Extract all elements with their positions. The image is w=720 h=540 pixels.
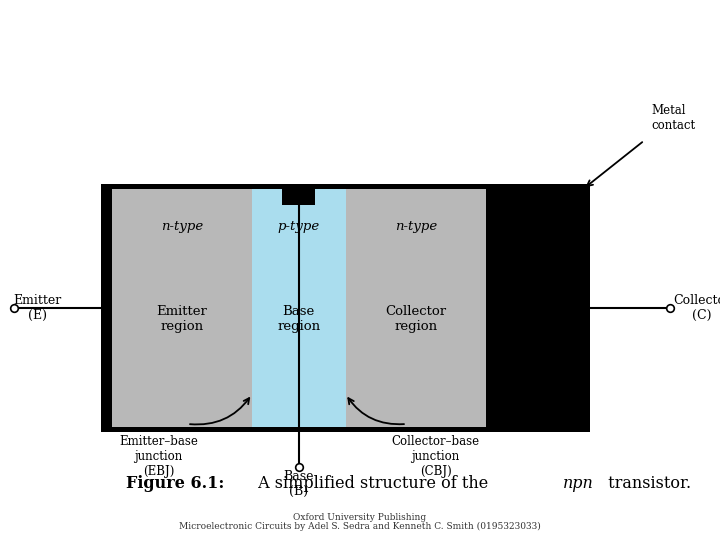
Bar [252,189,346,427]
Bar [282,189,315,205]
Text: Collector–base
junction
(CBJ): Collector–base junction (CBJ) [392,435,480,478]
Text: p-type: p-type [278,220,320,233]
Text: n-type: n-type [161,220,203,233]
Text: Collector
region: Collector region [385,305,446,333]
Text: Base
region: Base region [277,305,320,333]
Text: Microelectronic Circuits by Adel S. Sedra and Kenneth C. Smith (0195323033): Microelectronic Circuits by Adel S. Sedr… [179,522,541,530]
Text: transistor.: transistor. [603,475,691,492]
Text: Oxford University Publishing: Oxford University Publishing [294,513,426,522]
Text: Metal
contact: Metal contact [652,104,696,132]
Text: Figure 6.1:: Figure 6.1: [126,475,225,492]
Text: n-type: n-type [395,220,437,233]
Text: Emitter–base
junction
(EBJ): Emitter–base junction (EBJ) [119,435,198,478]
Text: Emitter
(E): Emitter (E) [13,294,61,322]
Bar [112,189,252,427]
Text: Emitter
region: Emitter region [156,305,207,333]
Bar [346,189,486,427]
Text: A simplified structure of the: A simplified structure of the [253,475,493,492]
Text: npn: npn [563,475,594,492]
Text: Base
(B): Base (B) [284,470,314,498]
Text: Collector
(C): Collector (C) [673,294,720,322]
Bar [101,184,590,432]
